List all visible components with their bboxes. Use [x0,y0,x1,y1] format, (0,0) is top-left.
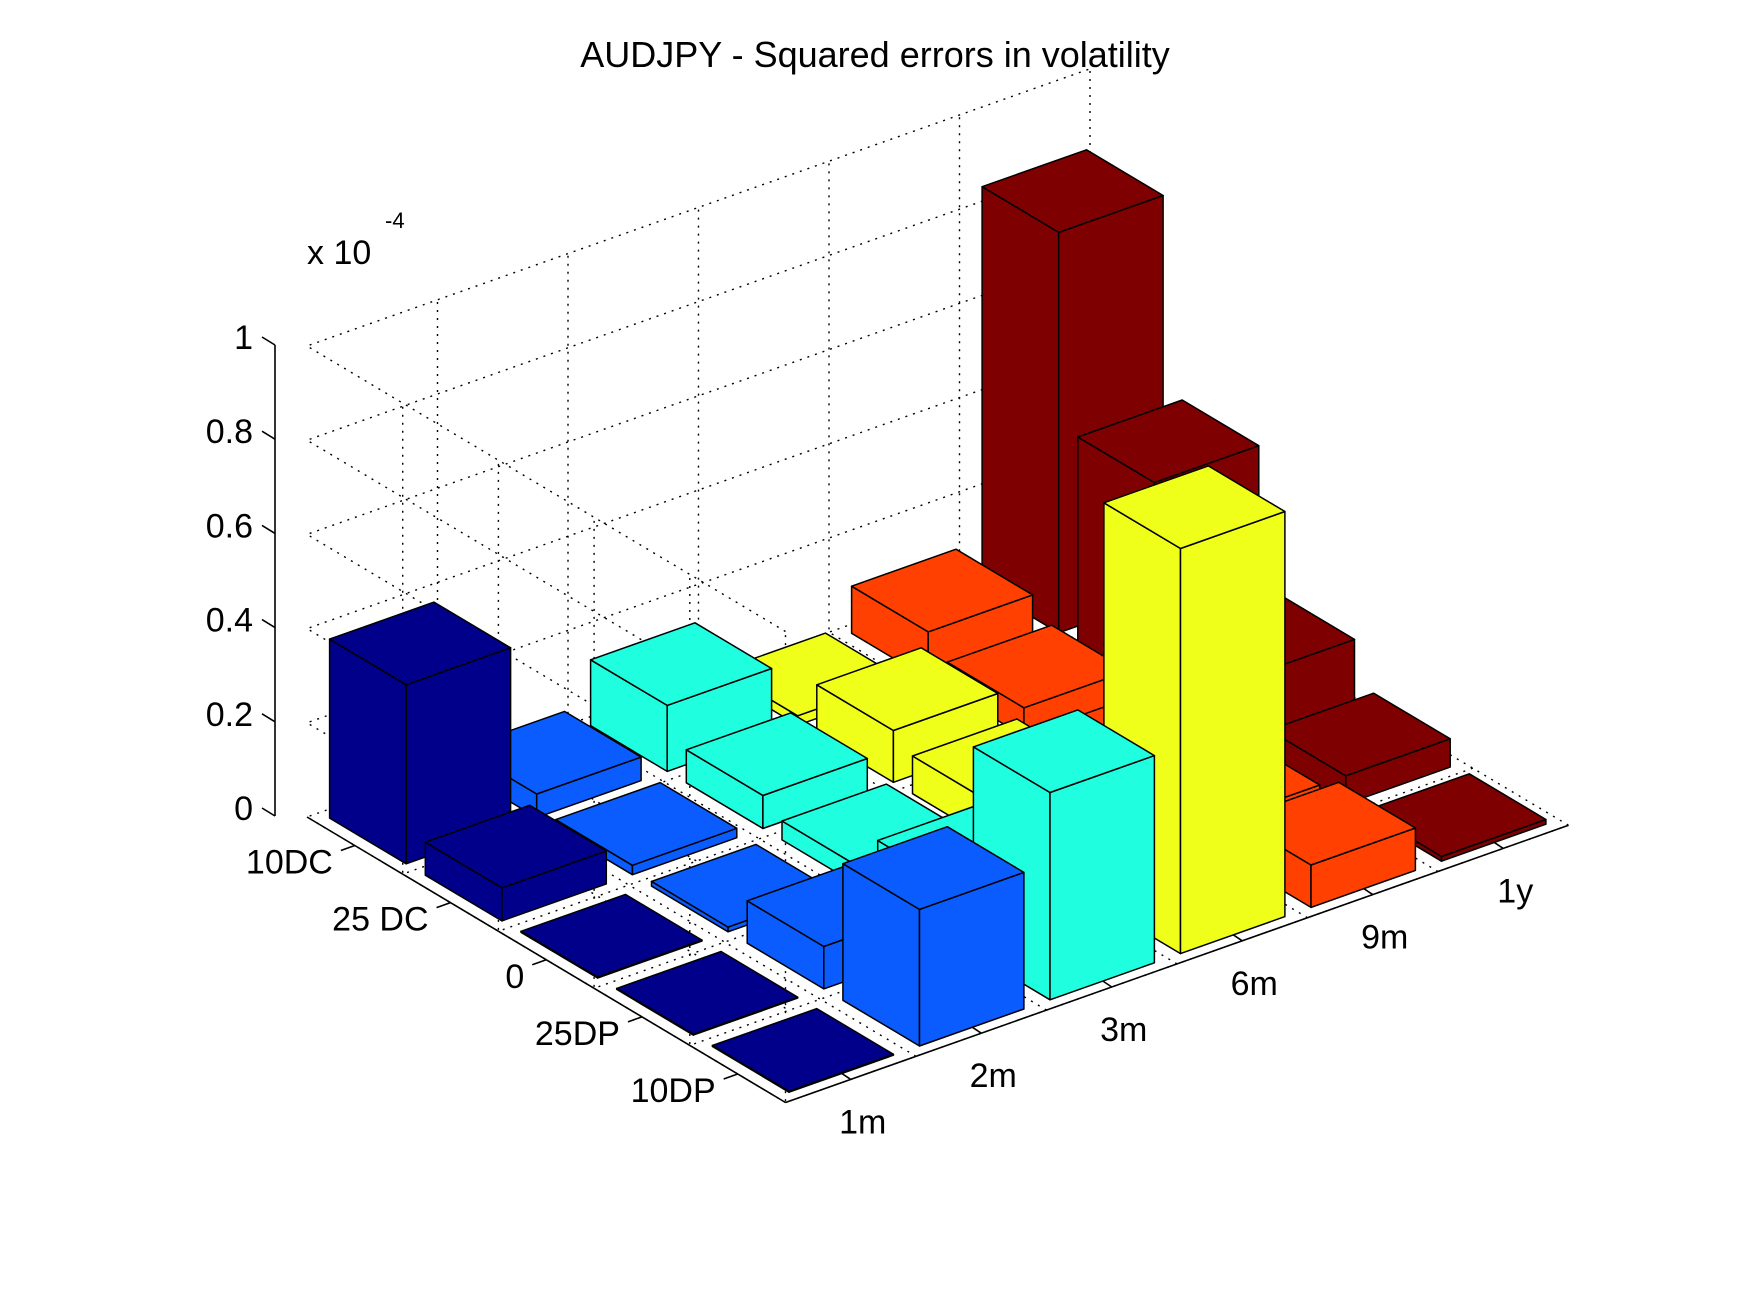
bar-top-face [972,709,1156,794]
exponent-label: x 10 [307,234,371,272]
x-tick-mark-0 [841,1072,852,1081]
x-tick-label-2: 3m [1100,1011,1147,1049]
y-tick-mark-4 [723,1073,738,1080]
bar-top-face [685,712,869,797]
bar-top-face [1077,399,1260,484]
bar-top-face [981,149,1164,234]
x-gridline-1 [436,299,917,1057]
bar-1m-25dc [424,804,608,922]
bar-top-face [520,893,703,978]
chart-axes [261,336,1569,1104]
x-tick-mark-2 [1102,980,1113,988]
z-tick-label-5: 1 [234,319,253,357]
y-tick-label-4: 10DP [631,1072,716,1110]
z-tick-label-4: 0.8 [206,413,253,451]
x-tick-mark-5 [1493,841,1504,850]
bar-top-face [1268,692,1451,777]
bar-6m-10dp [1103,465,1286,955]
z-gridline-5 [305,68,1091,633]
z-tick-mark-4 [261,430,276,440]
bar-2m-10dp [842,825,1025,1047]
y-tick-mark-3 [627,1016,643,1023]
bar-top-face [555,781,738,867]
y-tick-label-2: 0 [505,958,524,996]
bar-1m-25dp [615,950,799,1036]
x-tick-mark-3 [1232,934,1243,942]
x-tick-label-5: 1y [1497,872,1533,910]
x-axis-line [785,824,1569,1104]
y-tick-mark-2 [531,958,547,966]
bar-front-face [1049,754,1156,1001]
bar-1m-10dp [711,1007,895,1093]
x-tick-mark-1 [971,1026,982,1034]
bar-top-face [328,601,512,686]
bar-front-face [1179,510,1286,955]
z-tick-mark-2 [261,618,276,629]
z-tick-mark-3 [261,524,276,535]
bar-top-face [842,825,1025,911]
bar-3m-10dc [589,622,773,773]
bar-top-face [424,804,608,889]
y-tick-label-1: 25 DC [332,901,428,939]
bar-top-face [1103,465,1286,550]
bar-left-face [981,185,1060,634]
y-tick-mark-1 [436,901,451,909]
bar-top-face [850,548,1034,633]
x-tick-mark-4 [1363,887,1374,896]
bar-top-face [816,647,999,732]
bar-1m-0 [520,893,703,979]
exponent-power: -4 [385,208,405,233]
bar-top-face [615,950,799,1035]
bar-1m-10dc [328,601,512,865]
chart-tick-labels: 0 0.2 0.4 0.6 0.8 1 10DC 25 DC 0 25DP 10DP 1m 2m 3m 6m… [206,319,1533,1141]
z-tick-mark-5 [261,336,276,346]
chart-bars [328,149,1547,1093]
y-gridline-2 [497,460,1282,933]
y-tick-label-3: 25DP [535,1015,620,1053]
bar-top-face [589,622,773,707]
y-tick-mark-0 [340,844,356,852]
z-tick-label-2: 0.4 [206,602,253,640]
x-tick-label-3: 6m [1231,965,1278,1003]
z-tick-mark-1 [261,713,276,723]
bar-top-face [711,1007,895,1092]
x-tick-label-0: 1m [839,1103,886,1141]
z-tick-label-3: 0.6 [206,507,253,545]
x-tick-label-4: 9m [1361,919,1408,957]
chart-title: AUDJPY - Squared errors in volatility [580,34,1170,75]
z-tick-mark-0 [261,807,276,817]
y-gridline-1 [402,403,1186,876]
x-tick-label-1: 2m [970,1057,1017,1095]
y-tick-label-0: 10DC [246,844,333,882]
z-gridline-4 [305,162,1091,727]
bar-3m-25dc [685,712,869,830]
z-tick-label-0: 0 [234,790,253,828]
z-tick-label-1: 0.2 [206,696,253,734]
bar-1y-25dp [1268,692,1451,805]
